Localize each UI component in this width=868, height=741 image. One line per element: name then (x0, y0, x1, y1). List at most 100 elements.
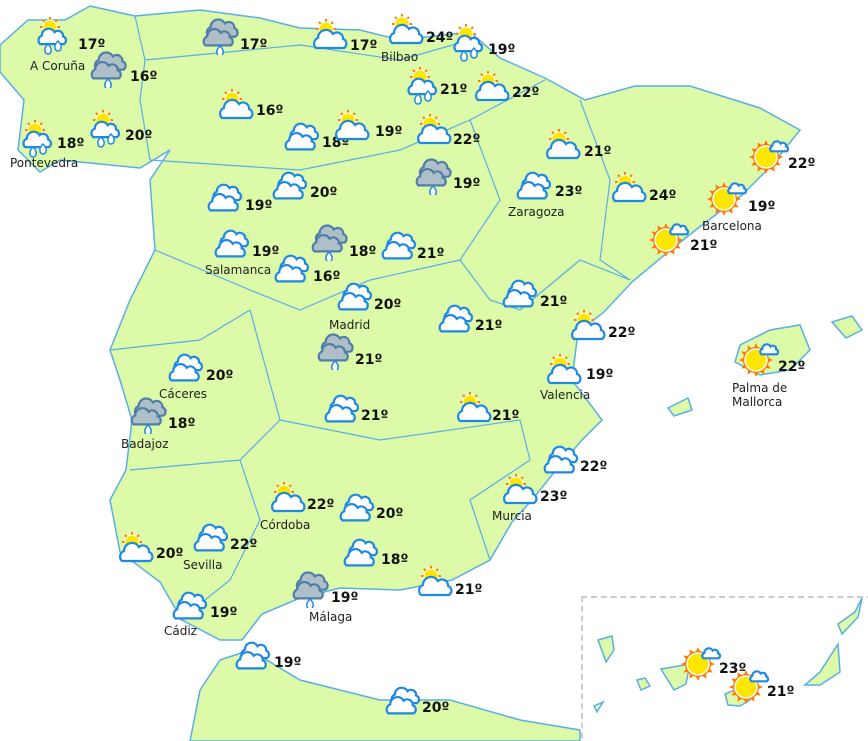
temperature-label: 22º (788, 156, 816, 172)
city-label: Bilbao (381, 50, 419, 64)
temperature-label: 22º (608, 325, 636, 341)
temperature-label: 20º (374, 297, 402, 313)
temperature-label: 19º (375, 124, 403, 140)
sun-cloud-icon (114, 528, 158, 568)
temperature-label: 22º (580, 459, 608, 475)
temperature-label: 17º (240, 37, 268, 53)
temperature-label: 19º (453, 176, 481, 192)
sun-cloud-rain-icon (30, 15, 74, 55)
cloudy-icon (320, 388, 364, 428)
city-label: Barcelona (702, 219, 762, 233)
city-label: Murcia (492, 509, 532, 523)
temperature-label: 21º (540, 294, 568, 310)
temperature-label: 16º (313, 269, 341, 285)
storm-cloud-rain-icon (198, 15, 242, 57)
city-label: Córdoba (260, 518, 311, 532)
cloudy-icon (189, 517, 233, 557)
temperature-label: 21º (475, 318, 503, 334)
city-label: Zaragoza (508, 205, 565, 219)
temperature-label: 24º (426, 30, 454, 46)
temperature-label: 17º (350, 38, 378, 54)
temperature-label: 21º (492, 408, 520, 424)
city-label: Badajoz (121, 437, 169, 451)
temperature-label: 16º (256, 103, 284, 119)
storm-cloud-rain-icon (288, 568, 332, 610)
cloudy-icon (539, 439, 583, 479)
city-label: A Coruña (30, 59, 86, 73)
temperature-label: 19º (252, 244, 280, 260)
temperature-label: 20º (422, 700, 450, 716)
city-label: Málaga (309, 610, 353, 624)
cloudy-icon (168, 585, 212, 625)
temperature-label: 21º (767, 684, 795, 700)
sun-small-cloud-icon (704, 177, 748, 217)
city-label: Sevilla (183, 558, 223, 572)
cloudy-icon (377, 225, 421, 265)
sun-small-cloud-icon (646, 218, 690, 258)
temperature-label: 21º (440, 82, 468, 98)
sun-small-cloud-icon (736, 338, 780, 378)
temperature-label: 18º (57, 136, 85, 152)
temperature-label: 21º (355, 352, 383, 368)
sun-cloud-icon (541, 125, 585, 165)
sun-cloud-icon (452, 388, 496, 428)
temperature-label: 20º (125, 128, 153, 144)
storm-cloud-rain-icon (411, 155, 455, 197)
canary-islands-inset-border (581, 596, 868, 741)
temperature-label: 18º (349, 244, 377, 260)
cloudy-icon (339, 532, 383, 572)
cloudy-icon (270, 248, 314, 288)
temperature-label: 21º (690, 238, 718, 254)
cloudy-icon (498, 273, 542, 313)
temperature-label: 22º (512, 85, 540, 101)
temperature-label: 19º (748, 199, 776, 215)
temperature-label: 19º (488, 42, 516, 58)
temperature-label: 18º (168, 416, 196, 432)
storm-cloud-rain-icon (307, 221, 351, 263)
temperature-label: 17º (78, 37, 106, 53)
temperature-label: 22º (230, 537, 258, 553)
cloudy-icon (164, 347, 208, 387)
temperature-label: 22º (453, 132, 481, 148)
temperature-label: 23º (555, 184, 583, 200)
city-label: Madrid (329, 318, 371, 332)
temperature-label: 24º (649, 188, 677, 204)
temperature-label: 21º (361, 408, 389, 424)
temperature-label: 19º (274, 655, 302, 671)
sun-cloud-icon (214, 85, 258, 125)
temperature-label: 20º (156, 546, 184, 562)
temperature-label: 18º (381, 552, 409, 568)
city-label: Cádiz (164, 624, 197, 638)
sun-cloud-icon (542, 350, 586, 390)
sun-cloud-icon (266, 478, 310, 518)
cloudy-icon (203, 177, 247, 217)
cloudy-icon (434, 298, 478, 338)
city-label: Palma de Mallorca (732, 381, 788, 409)
region-borders (109, 15, 631, 621)
temperature-label: 19º (245, 198, 273, 214)
sun-cloud-icon (330, 106, 374, 146)
sun-cloud-icon (566, 306, 610, 346)
cloudy-icon (231, 635, 275, 675)
cloudy-icon (335, 487, 379, 527)
sun-cloud-icon (413, 562, 457, 602)
storm-cloud-rain-icon (126, 394, 170, 436)
sun-cloud-icon (498, 470, 542, 510)
canary-islands (592, 597, 863, 714)
cloudy-icon (381, 680, 425, 720)
temperature-label: 23º (719, 661, 747, 677)
temperature-label: 21º (417, 246, 445, 262)
cloudy-icon (268, 165, 312, 205)
city-label: Valencia (540, 388, 591, 402)
cloudy-icon (280, 116, 324, 156)
city-label: Cáceres (159, 387, 208, 401)
temperature-label: 20º (376, 506, 404, 522)
sun-small-cloud-icon (726, 665, 770, 705)
cloudy-icon (210, 223, 254, 263)
temperature-label: 22º (778, 359, 806, 375)
north-africa-coast (189, 649, 581, 741)
temperature-label: 16º (130, 69, 158, 85)
temperature-label: 22º (307, 497, 335, 513)
